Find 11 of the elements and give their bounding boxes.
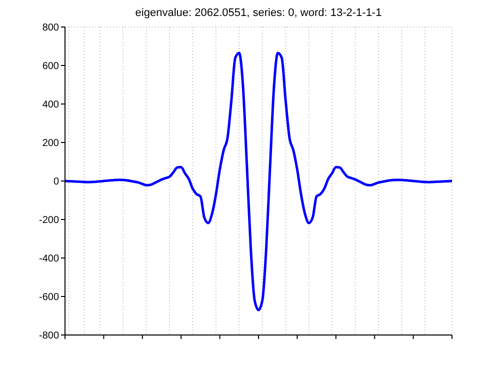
y-tick-label: 600 xyxy=(42,61,60,72)
y-tick-label: -200 xyxy=(38,215,60,226)
y-tick-label: 0 xyxy=(53,176,60,188)
chart-title: eigenvalue: 2062.0551, series: 0, word: 13-2-1-1-1 xyxy=(134,7,383,19)
y-tick-label: 200 xyxy=(42,138,60,150)
y-tick-label: -800 xyxy=(38,330,60,342)
y-tick-label: -400 xyxy=(38,254,60,265)
y-tick-label: 800 xyxy=(42,22,60,34)
line-series xyxy=(65,52,452,312)
y-tick-label: -600 xyxy=(38,292,60,304)
y-tick-label: 400 xyxy=(42,100,60,111)
